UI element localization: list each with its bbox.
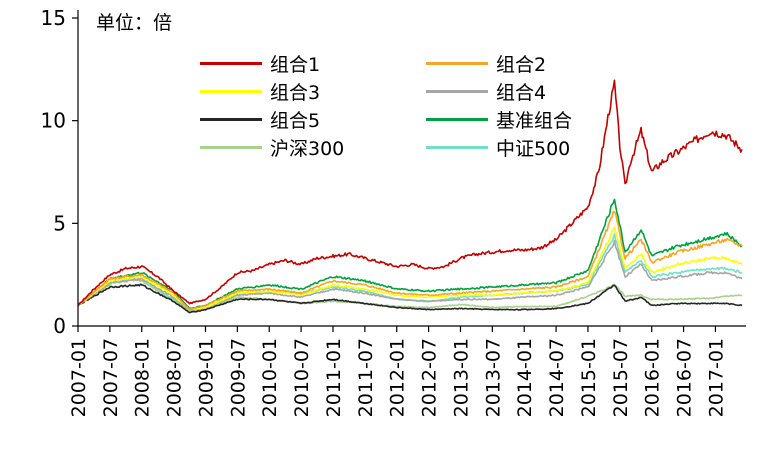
legend-label: 中证500 [496,137,571,160]
x-tick-label: 2011-07 [355,338,377,417]
x-tick-label: 2008-07 [164,338,186,417]
series-line-1 [77,79,743,306]
y-tick-label: 0 [53,314,66,338]
legend-label: 组合3 [270,81,321,104]
legend-label: 组合1 [270,53,321,76]
x-tick-label: 2011-01 [323,338,345,417]
legend-item: 组合4 [426,78,546,104]
x-tick-label: 2017-01 [705,338,727,417]
x-tick-label: 2016-07 [674,338,696,417]
x-tick-label: 2015-07 [610,338,632,417]
axes-layer: 0 5 10 15 2007-01 2007-07 2008-01 2008-07 2009-0… [41,6,746,417]
legend-swatch [426,61,488,65]
legend-swatch [426,117,488,121]
legend-item: 基准组合 [426,106,572,132]
x-tick-label: 2015-01 [578,338,600,417]
x-tick-label: 2007-07 [100,338,122,417]
legend-item: 组合1 [200,50,320,76]
legend-swatch [426,89,488,93]
legend-swatch [426,145,488,149]
series-line-5 [77,283,743,314]
y-tick-label: 5 [53,211,66,235]
legend-item: 沪深300 [200,134,344,160]
series-line-6 [77,198,743,310]
legend-label: 组合2 [496,53,547,76]
x-tick-label: 2007-01 [68,338,90,417]
legend-item: 中证500 [426,134,570,160]
legend-swatch [200,145,262,149]
legend-item: 组合5 [200,106,320,132]
series-layer [77,79,743,314]
legend-label: 沪深300 [270,137,345,160]
series-line-2 [77,210,743,311]
x-tick-label: 2009-01 [196,338,218,417]
x-tick-label: 2014-01 [514,338,536,417]
legend-item: 组合2 [426,50,546,76]
legend-swatch [200,61,262,65]
legend-item: 组合3 [200,78,320,104]
legend-label: 组合5 [270,109,321,132]
x-tick-label: 2010-07 [291,338,313,417]
series-line-7 [77,274,743,313]
x-tick-label: 2012-01 [387,338,409,417]
x-tick-label: 2008-01 [132,338,154,417]
x-tick-label: 2016-01 [642,338,664,417]
legend-swatch [200,89,262,93]
legend-label: 基准组合 [496,109,573,132]
legend-swatch [200,117,262,121]
x-tick-label: 2013-07 [482,338,504,417]
unit-label: 单位：倍 [96,12,173,34]
y-tick-label: 15 [41,6,66,30]
x-tick-label: 2009-07 [227,338,249,417]
x-tick-label: 2014-07 [546,338,568,417]
legend-label: 组合4 [496,81,547,104]
x-tick-label: 2013-01 [451,338,473,417]
y-tick-label: 10 [41,109,66,133]
x-tick-label: 2010-01 [259,338,281,417]
x-tick-label: 2012-07 [419,338,441,417]
